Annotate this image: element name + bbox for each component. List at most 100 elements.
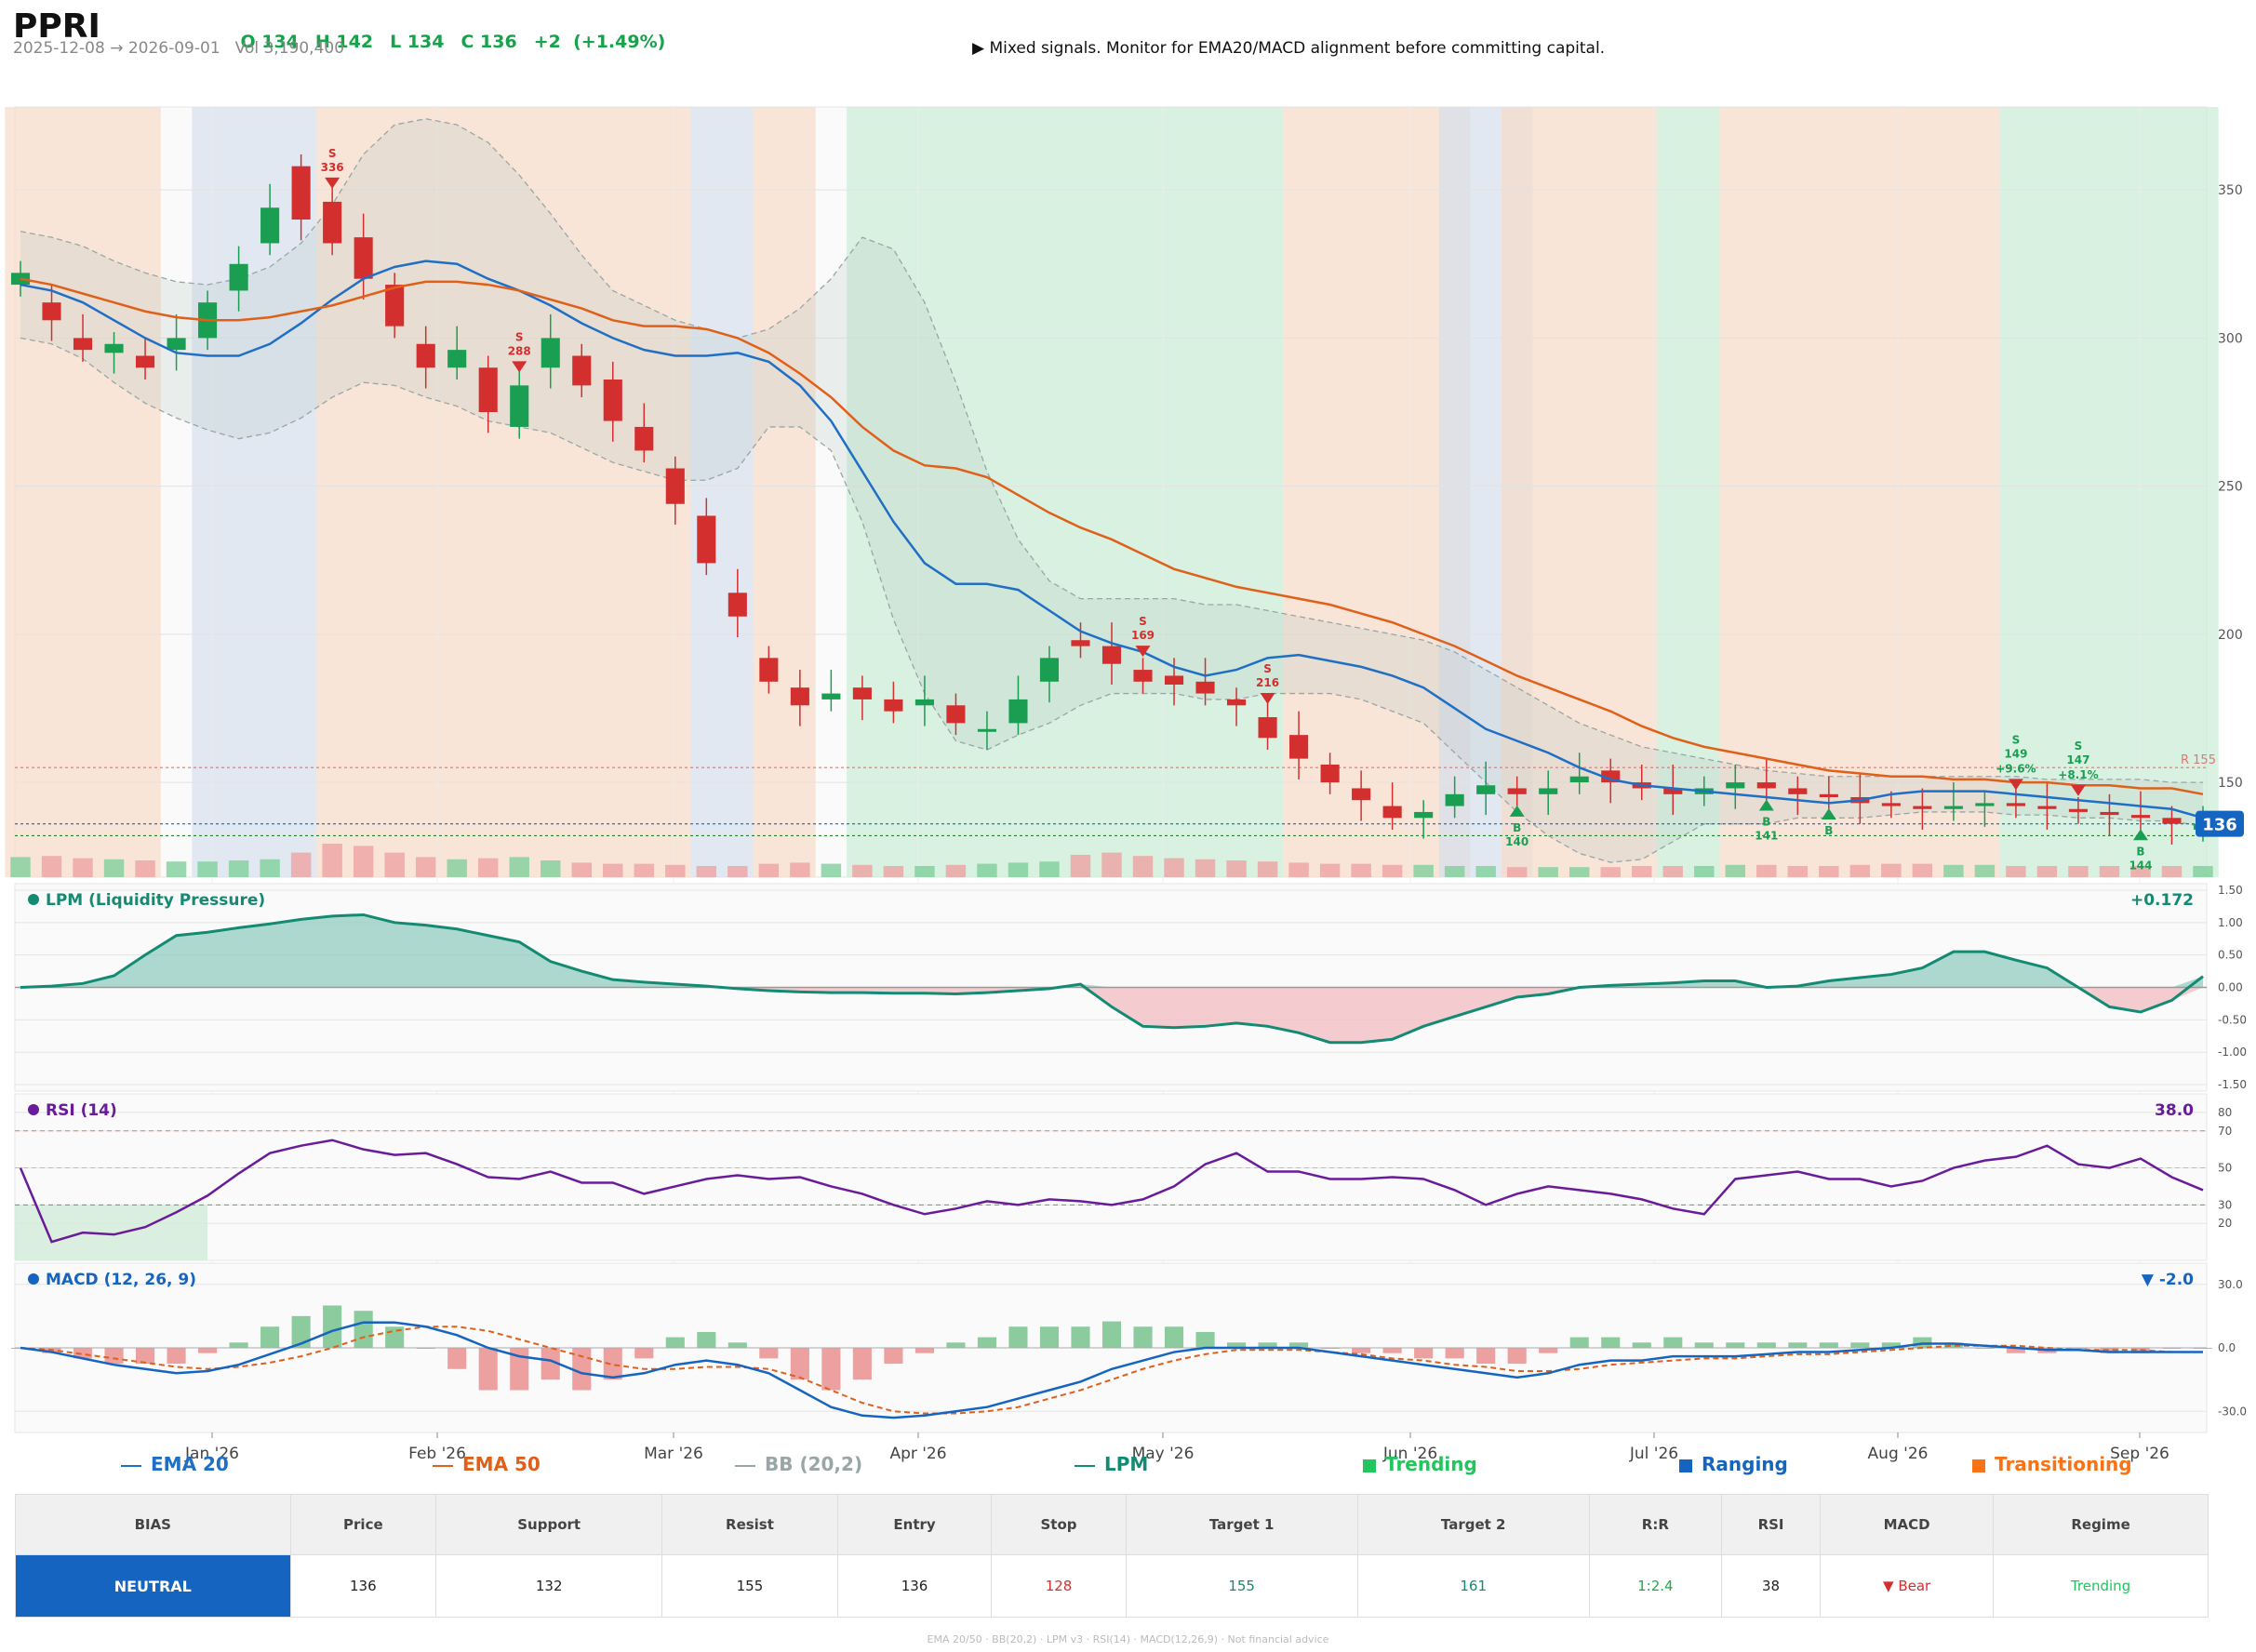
volume-bar <box>2099 866 2120 877</box>
macd-histogram-bar <box>1133 1326 1153 1348</box>
legend-label: Transitioning <box>1995 1453 2132 1475</box>
macd-histogram-bar <box>977 1337 996 1348</box>
legend-item: EMA 20 <box>121 1453 229 1475</box>
lpm-axis-label: 0.00 <box>2218 981 2243 994</box>
rsi-title-dot <box>28 1104 39 1115</box>
volume-bar <box>197 861 218 877</box>
volume-bar <box>228 860 249 877</box>
macd-histogram-bar <box>510 1348 529 1391</box>
buy-price: 140 <box>1505 835 1528 848</box>
volume-bar <box>1132 856 1154 877</box>
candle-body <box>1507 788 1527 794</box>
volume-bar <box>1943 864 1964 877</box>
low-value: L 134 <box>390 32 445 52</box>
macd-histogram-bar <box>852 1348 872 1380</box>
volume-bar <box>103 859 125 877</box>
buy-label: B <box>1762 815 1770 828</box>
macd-axis-label: 0.0 <box>2218 1341 2236 1354</box>
sell-marker <box>325 177 340 189</box>
rsi-oversold-zone <box>15 1205 208 1260</box>
summary-header-rsi: RSI <box>1720 1494 1822 1555</box>
ticker-symbol: PPRI <box>13 7 100 46</box>
legend-label: Trending <box>1385 1453 1477 1475</box>
macd-histogram-bar <box>821 1348 841 1391</box>
legend-square-swatch <box>1972 1459 1985 1472</box>
x-tick-label: Jul '26 <box>1629 1445 1678 1463</box>
summary-value-bias: NEUTRAL <box>15 1554 291 1618</box>
candle-body <box>229 263 248 291</box>
volume-bar <box>1413 864 1434 877</box>
signal-message: ▶ Mixed signals. Monitor for EMA20/MACD … <box>972 39 1606 58</box>
buy-label: B <box>1824 824 1833 837</box>
open-value: O 134 <box>240 32 299 52</box>
candle-body <box>697 515 716 564</box>
volume-bar <box>1039 861 1060 877</box>
macd-histogram-bar <box>229 1342 248 1348</box>
legend-item: LPM <box>1075 1453 1148 1475</box>
candle-body <box>1414 811 1434 819</box>
candle-body <box>1569 776 1589 783</box>
candle-body <box>1101 646 1122 664</box>
macd-histogram-bar <box>447 1348 467 1369</box>
macd-histogram-bar <box>728 1342 747 1348</box>
macd-histogram-bar <box>2100 1348 2119 1353</box>
summary-value-target-1: 155 <box>1125 1554 1358 1618</box>
bollinger-lower-line <box>20 337 2204 863</box>
lpm-current-value: +0.172 <box>2130 891 2194 910</box>
candle-body <box>354 237 373 279</box>
candle-body <box>1320 764 1340 783</box>
regime-band-ranging <box>690 107 754 877</box>
rsi-axis-label: 50 <box>2218 1162 2232 1175</box>
candle-body <box>1663 788 1683 794</box>
candle-body <box>2037 806 2057 809</box>
lpm-positive-area <box>20 914 2203 988</box>
sell-price: 216 <box>1256 676 1279 689</box>
summary-header-bias: BIAS <box>15 1494 291 1555</box>
sell-label: S <box>515 330 524 343</box>
candle-body <box>821 693 841 699</box>
macd-histogram-bar <box>1476 1348 1496 1365</box>
candle-body <box>1881 803 1901 806</box>
macd-histogram-bar <box>260 1326 280 1348</box>
candle-body <box>385 285 405 326</box>
sell-marker <box>2070 784 2086 796</box>
macd-histogram-bar <box>1663 1337 1683 1348</box>
candle-body <box>759 658 779 682</box>
macd-histogram-bar <box>1788 1342 1808 1348</box>
macd-histogram-bar <box>572 1348 592 1391</box>
macd-histogram-bar <box>1507 1348 1527 1365</box>
candle-body <box>104 343 124 353</box>
candle-body <box>1008 699 1028 724</box>
volume-bar <box>1382 864 1403 877</box>
candle-body <box>1539 788 1558 794</box>
candle-body <box>946 705 966 724</box>
candle-body <box>1726 782 1745 789</box>
summary-header-stop: Stop <box>991 1494 1127 1555</box>
macd-histogram-bar <box>1569 1337 1589 1348</box>
candle-body <box>1195 681 1215 694</box>
legend-line-swatch <box>433 1464 453 1467</box>
candle-body <box>42 302 61 321</box>
lpm-axis-label: 1.50 <box>2218 884 2243 897</box>
volume-bar <box>1974 864 1996 877</box>
candle-body <box>852 687 872 699</box>
regime-band-transitioning <box>1719 107 2001 877</box>
summary-value-entry: 136 <box>836 1554 993 1618</box>
regime-band-ranging <box>192 107 317 877</box>
candle-body <box>1445 793 1464 806</box>
buy-label: B <box>1513 821 1521 834</box>
lpm-line <box>20 913 2204 1045</box>
regime-band-trending <box>2000 107 2219 877</box>
sell-label: S <box>1263 662 1272 675</box>
macd-histogram-bar <box>884 1348 903 1365</box>
candle-body <box>2100 811 2119 816</box>
regime-band-trending <box>847 107 1284 877</box>
volume-bar <box>634 863 655 877</box>
sell-marker <box>2008 779 2023 791</box>
macd-histogram-bar <box>1164 1326 1184 1348</box>
volume-bar <box>821 863 842 877</box>
high-value: H 142 <box>314 32 374 52</box>
candle-body <box>572 355 592 386</box>
